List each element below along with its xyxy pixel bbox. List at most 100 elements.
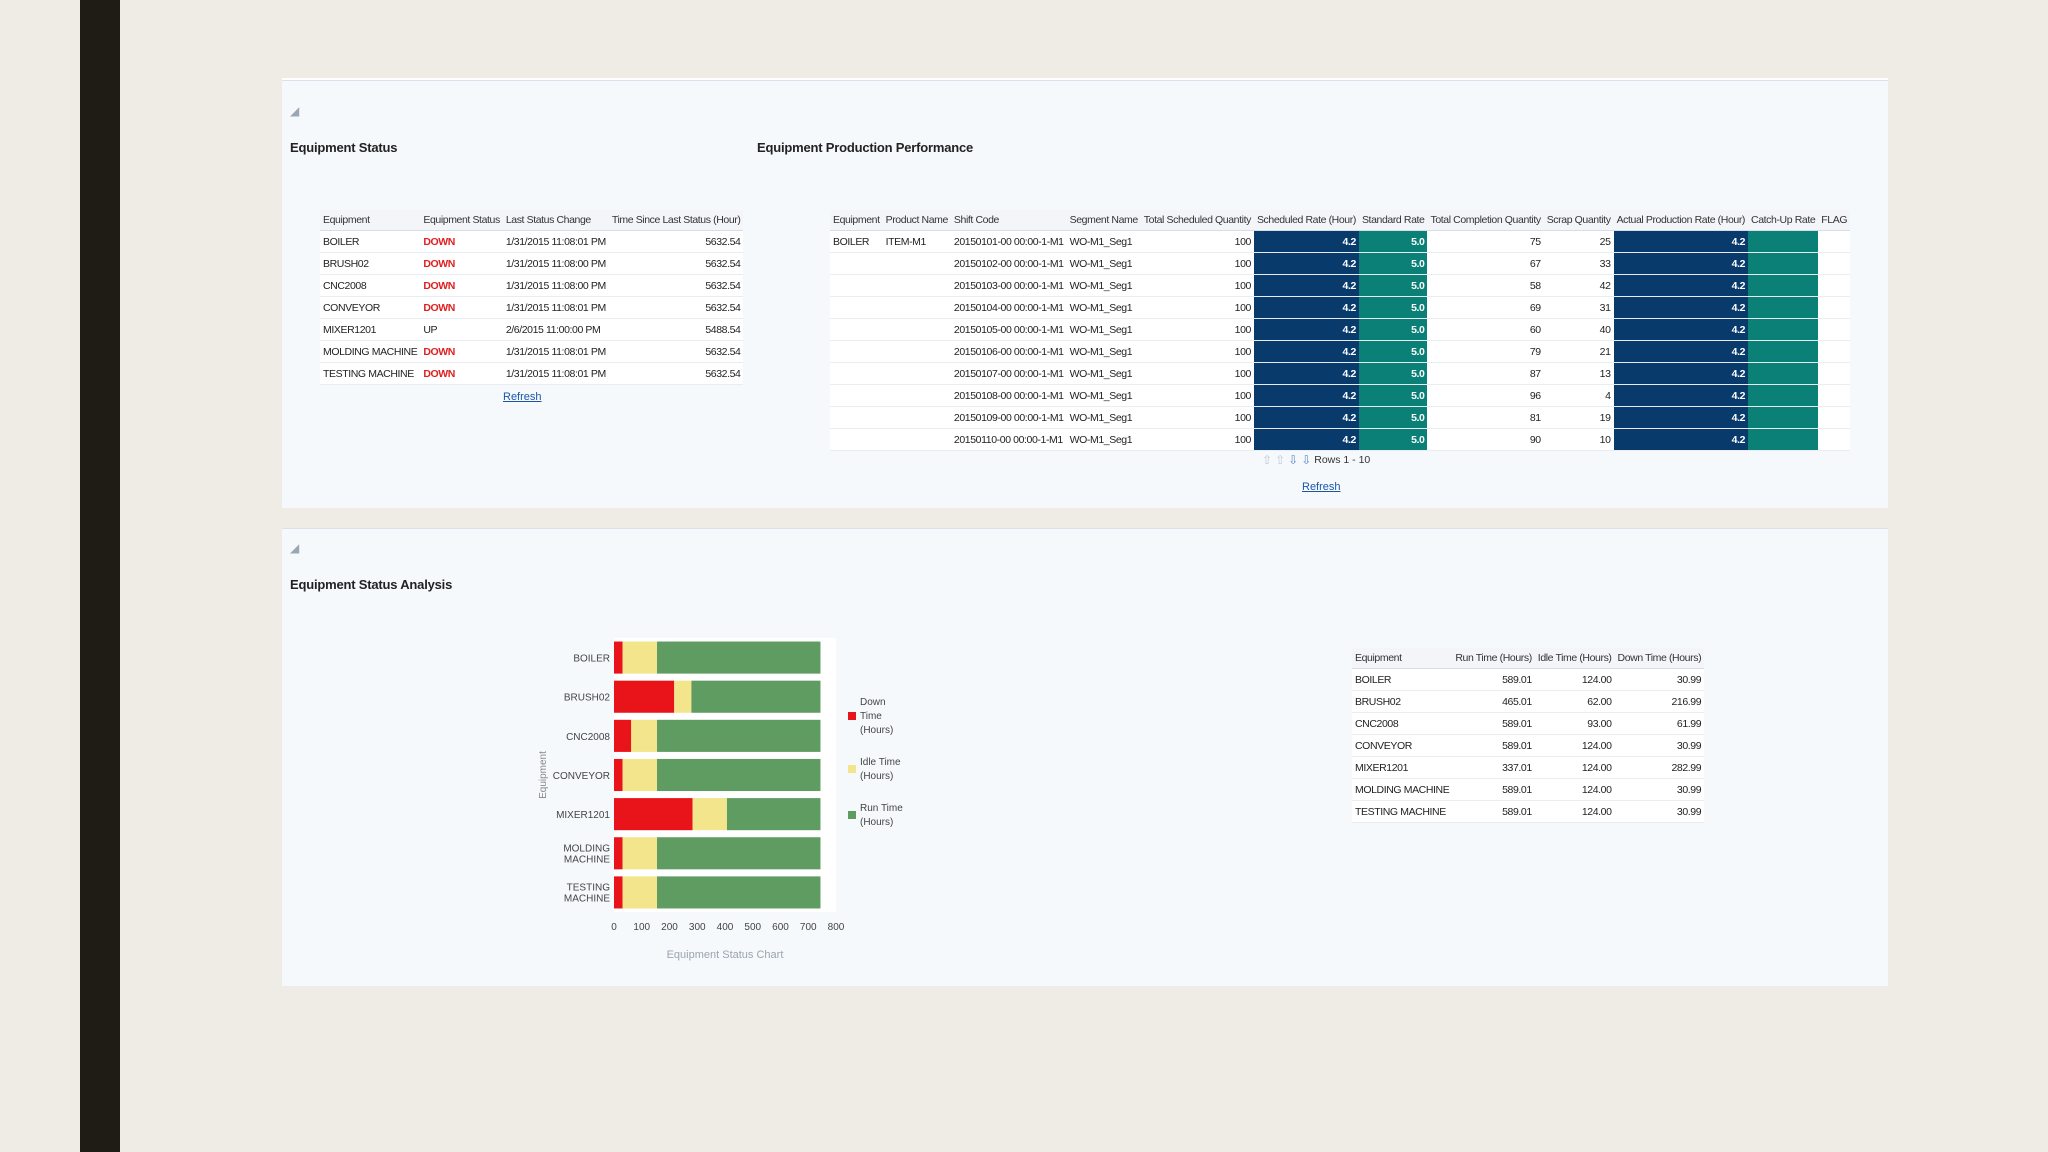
- category-tick-label: CONVEYOR: [553, 771, 610, 782]
- equipment-status-title: Equipment Status: [290, 140, 398, 155]
- table-cell: 4.2: [1613, 340, 1749, 363]
- table-cell: 69: [1427, 296, 1544, 319]
- table-cell: [882, 252, 951, 275]
- column-header[interactable]: Catch-Up Rate: [1748, 210, 1819, 231]
- table-cell: 5632.54: [608, 252, 744, 275]
- column-header[interactable]: Total Scheduled Quantity: [1140, 210, 1254, 231]
- column-header[interactable]: Product Name: [882, 210, 951, 231]
- table-cell: 2/6/2015 11:00:00 PM: [502, 318, 609, 341]
- bar-segment[interactable]: [622, 641, 658, 674]
- table-cell: 465.01: [1452, 690, 1535, 713]
- bar-segment[interactable]: [657, 758, 821, 792]
- column-header[interactable]: Total Completion Quantity: [1427, 210, 1544, 231]
- production-performance-refresh-link[interactable]: Refresh: [1302, 481, 1341, 493]
- bar-segment[interactable]: [614, 876, 623, 909]
- bar-segment[interactable]: [614, 798, 693, 831]
- table-cell: WO-M1_Seg1: [1066, 296, 1141, 319]
- column-header[interactable]: FLAG: [1818, 210, 1851, 231]
- table-cell: [882, 318, 951, 341]
- collapse-icon[interactable]: ◢: [290, 541, 300, 555]
- legend-label: (Hours): [860, 725, 893, 736]
- table-cell: [830, 362, 883, 385]
- bar-segment[interactable]: [674, 680, 692, 713]
- x-tick-label: 200: [661, 922, 678, 933]
- table-cell: WO-M1_Seg1: [1066, 318, 1141, 341]
- table-cell: CNC2008: [1352, 712, 1453, 735]
- table-cell: [882, 340, 951, 363]
- table-cell: 90: [1427, 428, 1544, 451]
- flag-cell: [1818, 340, 1851, 363]
- catch-up-cell: [1748, 362, 1819, 385]
- collapse-icon[interactable]: ◢: [290, 104, 300, 118]
- catch-up-cell: [1748, 274, 1819, 297]
- category-tick-label: MACHINE: [564, 854, 610, 865]
- bar-segment[interactable]: [614, 719, 632, 752]
- table-cell: [882, 384, 951, 407]
- table-cell: MIXER1201: [1352, 756, 1453, 779]
- last-page-icon[interactable]: ⇩: [1301, 453, 1312, 467]
- column-header[interactable]: Last Status Change: [502, 210, 609, 231]
- column-header[interactable]: Standard Rate: [1358, 210, 1428, 231]
- column-header[interactable]: Down Time (Hours): [1614, 648, 1705, 669]
- table-cell: 20150103-00 00:00-1-M1: [950, 274, 1067, 297]
- bar-segment[interactable]: [657, 719, 821, 752]
- equipment-status-refresh-link[interactable]: Refresh: [503, 391, 542, 403]
- bar-segment[interactable]: [614, 758, 623, 792]
- column-header[interactable]: Actual Production Rate (Hour): [1613, 210, 1749, 231]
- category-tick-label: MACHINE: [564, 893, 610, 904]
- previous-page-icon[interactable]: ⇧: [1275, 453, 1286, 467]
- category-tick-label: CNC2008: [566, 732, 610, 743]
- column-header[interactable]: Idle Time (Hours): [1534, 648, 1615, 669]
- table-cell: TESTING MACHINE: [320, 362, 421, 385]
- column-header[interactable]: Time Since Last Status (Hour): [608, 210, 744, 231]
- column-header[interactable]: Shift Code: [950, 210, 1067, 231]
- table-row: MOLDING MACHINE DOWN 1/31/2015 11:08:01 PM…: [320, 340, 744, 363]
- bar-segment[interactable]: [622, 758, 658, 792]
- table-cell: 4.2: [1613, 230, 1749, 253]
- bar-segment[interactable]: [726, 798, 821, 831]
- table-cell: WO-M1_Seg1: [1066, 230, 1141, 253]
- bar-segment[interactable]: [614, 680, 675, 713]
- bar-segment[interactable]: [657, 641, 821, 674]
- column-header[interactable]: Equipment Status: [420, 210, 503, 231]
- table-cell: 21: [1543, 340, 1614, 363]
- table-cell: [830, 406, 883, 429]
- x-tick-label: 800: [828, 922, 845, 933]
- table-row: BRUSH02 465.01 62.00 216.99: [1352, 690, 1705, 713]
- table-row: 20150110-00 00:00-1-M1 WO-M1_Seg1 100 4.2 5.…: [830, 428, 1851, 451]
- bar-segment[interactable]: [657, 876, 821, 909]
- production-performance-title: Equipment Production Performance: [757, 140, 974, 155]
- column-header[interactable]: Scheduled Rate (Hour): [1253, 210, 1359, 231]
- column-header[interactable]: Equipment: [1352, 648, 1453, 669]
- table-row: CONVEYOR DOWN 1/31/2015 11:08:01 PM 5632.54: [320, 296, 744, 319]
- column-header[interactable]: Segment Name: [1066, 210, 1141, 231]
- column-header[interactable]: Equipment: [830, 210, 883, 231]
- table-cell: CONVEYOR: [320, 296, 421, 319]
- first-page-icon[interactable]: ⇧: [1262, 453, 1273, 467]
- table-cell: 100: [1140, 384, 1254, 407]
- column-header[interactable]: Run Time (Hours): [1452, 648, 1535, 669]
- table-cell: 5.0: [1358, 362, 1428, 385]
- table-cell: 100: [1140, 406, 1254, 429]
- bar-segment[interactable]: [614, 641, 623, 674]
- table-cell: 1/31/2015 11:08:01 PM: [502, 296, 609, 319]
- table-cell: 5632.54: [608, 362, 744, 385]
- bar-segment[interactable]: [622, 837, 658, 870]
- table-cell: [830, 274, 883, 297]
- table-cell: WO-M1_Seg1: [1066, 428, 1141, 451]
- table-cell: 5.0: [1358, 406, 1428, 429]
- bar-segment[interactable]: [657, 837, 821, 870]
- column-header[interactable]: Equipment: [320, 210, 421, 231]
- bar-segment[interactable]: [614, 837, 623, 870]
- bar-segment[interactable]: [631, 719, 658, 752]
- table-cell: WO-M1_Seg1: [1066, 362, 1141, 385]
- status-badge: DOWN: [420, 340, 503, 363]
- table-row: 20150106-00 00:00-1-M1 WO-M1_Seg1 100 4.2 5.…: [830, 340, 1851, 363]
- x-tick-label: 100: [633, 922, 650, 933]
- next-page-icon[interactable]: ⇩: [1288, 453, 1299, 467]
- table-cell: 20150110-00 00:00-1-M1: [950, 428, 1067, 451]
- bar-segment[interactable]: [692, 798, 727, 831]
- column-header[interactable]: Scrap Quantity: [1543, 210, 1614, 231]
- bar-segment[interactable]: [691, 680, 821, 713]
- bar-segment[interactable]: [622, 876, 658, 909]
